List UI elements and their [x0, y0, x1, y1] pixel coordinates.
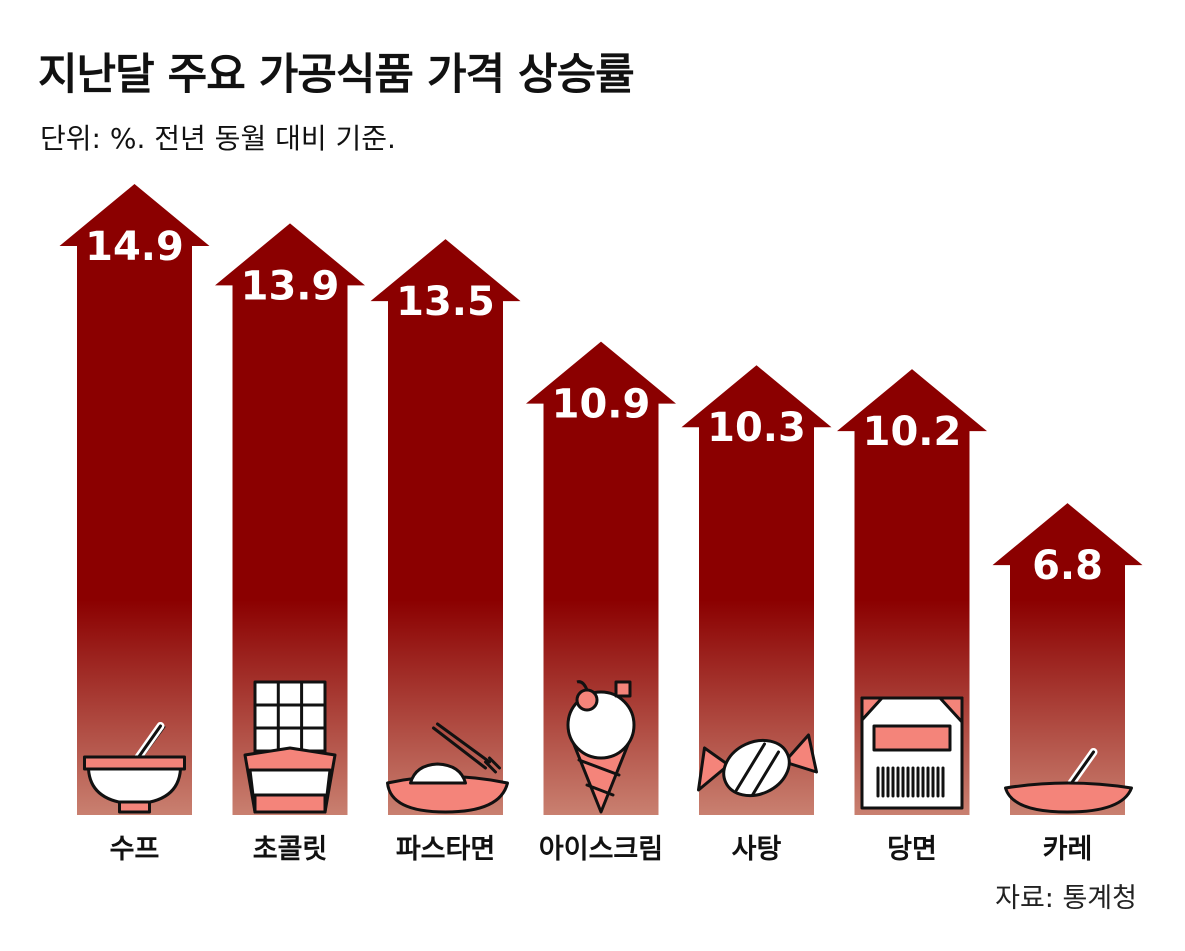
value-label: 13.9 — [241, 263, 340, 309]
value-label: 10.3 — [707, 405, 806, 451]
candy-icon — [697, 733, 818, 798]
chart-title: 지난달 주요 가공식품 가격 상승률 — [38, 50, 635, 100]
category-label: 초콜릿 — [253, 834, 328, 865]
pasta-plate-icon — [386, 722, 509, 814]
arrow-bar — [370, 239, 521, 815]
arrow-bar — [215, 223, 365, 815]
category-label: 수프 — [110, 834, 160, 865]
chocolate-bar-icon — [243, 680, 337, 814]
source-note: 자료: 통계청 — [995, 883, 1137, 914]
category-label: 사탕 — [732, 834, 782, 865]
category-label: 카레 — [1043, 834, 1093, 865]
value-label: 6.8 — [1032, 543, 1103, 589]
arrow-bar — [681, 365, 832, 815]
category-label: 파스타면 — [396, 834, 495, 865]
value-label: 13.5 — [396, 279, 495, 325]
ice-cream-icon — [566, 680, 636, 814]
value-label: 10.2 — [863, 409, 962, 455]
arrows-layer — [59, 184, 1143, 815]
category-label: 아이스크림 — [539, 834, 663, 865]
arrow-bar — [59, 184, 210, 815]
category-label: 당면 — [887, 834, 937, 865]
labels-layer: 14.9 수프 13.9 초콜릿 13.5 파스타면 10.9 아이스크림 10.3 사탕 10.2… — [85, 224, 1103, 865]
curry-plate-icon — [1004, 748, 1133, 814]
glass-noodle-pack-icon — [860, 696, 964, 810]
value-label: 10.9 — [552, 382, 651, 428]
arrow-bar — [992, 503, 1143, 815]
soup-bowl-icon — [83, 722, 186, 814]
value-label: 14.9 — [85, 224, 184, 270]
arrow-bar — [526, 341, 676, 815]
chart-subtitle: 단위: %. 전년 동월 대비 기준. — [40, 122, 396, 155]
icons-layer — [83, 680, 1133, 814]
